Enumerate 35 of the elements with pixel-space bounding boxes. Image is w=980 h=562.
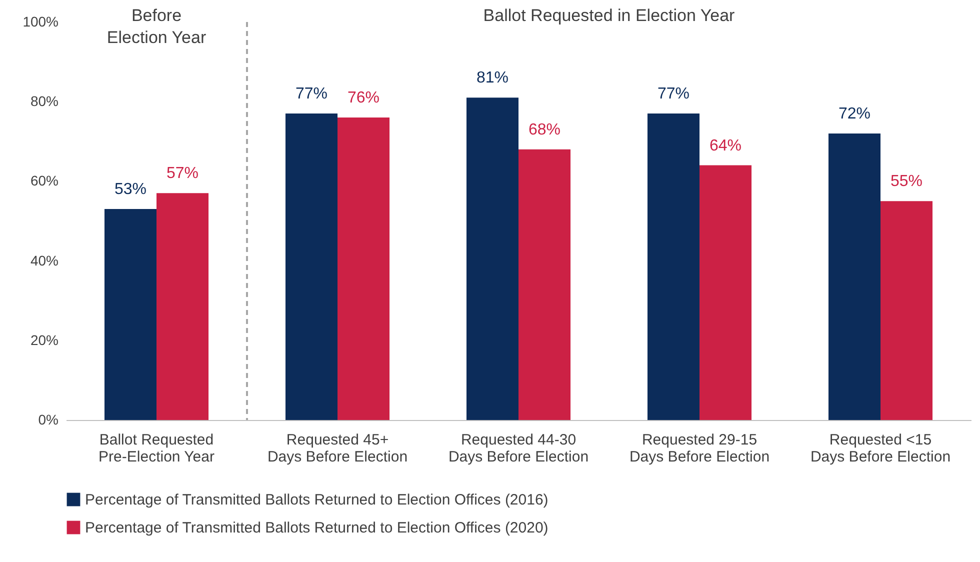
bar (647, 114, 700, 420)
x-tick-label: Requested 44-30 Days Before Election (448, 432, 589, 466)
bar (104, 209, 156, 420)
bar (285, 114, 338, 420)
data-label: 68% (528, 121, 561, 138)
x-tick-label: Requested 45+ Days Before Election (267, 432, 408, 466)
x-tick-label: Ballot Requested Pre-Election Year (98, 432, 214, 466)
y-tick-label: 20% (30, 332, 58, 348)
x-tick-label: Requested <15 Days Before Election (810, 432, 951, 466)
annotation: Ballot Requested in Election Year (483, 6, 736, 25)
y-tick-label: 0% (38, 412, 58, 428)
legend-label: Percentage of Transmitted Ballots Returned to Election Offices (2016) (85, 492, 548, 508)
x-tick-label: Requested 29-15 Days Before Election (629, 432, 770, 466)
y-tick-label: 40% (30, 252, 58, 268)
data-label: 76% (347, 90, 380, 107)
bar (880, 201, 933, 420)
bar (466, 98, 518, 420)
data-label: 77% (295, 86, 328, 103)
bar (156, 193, 209, 420)
legend-label: Percentage of Transmitted Ballots Returned to Election Offices (2020) (85, 520, 548, 536)
data-label: 77% (657, 86, 690, 103)
y-tick-label: 80% (30, 93, 58, 110)
bar (700, 165, 752, 420)
bar (828, 133, 880, 420)
data-label: 81% (476, 70, 509, 87)
y-tick-label: 100% (22, 14, 58, 30)
y-tick-label: 60% (30, 172, 58, 189)
bar (338, 118, 390, 420)
data-label: 57% (166, 165, 199, 182)
data-label: 64% (709, 137, 742, 154)
data-label: 55% (890, 173, 923, 190)
data-label: 72% (838, 105, 871, 122)
annotation: Before Election Year (106, 6, 206, 47)
data-label: 53% (114, 181, 147, 198)
bar (518, 149, 571, 420)
